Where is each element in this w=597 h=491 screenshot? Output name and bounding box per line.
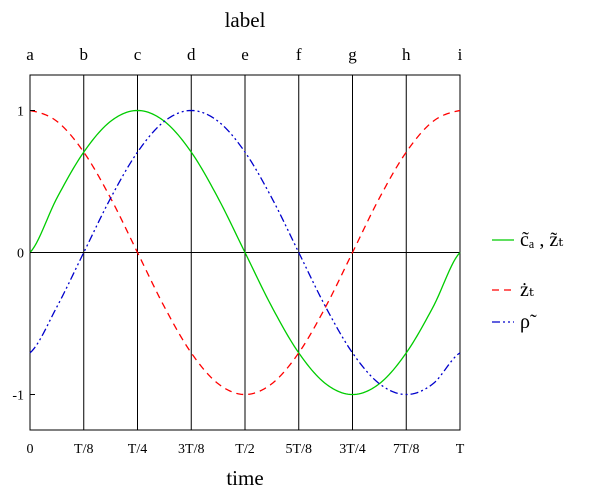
legend: c̃ₐ , z̃ₜ żₜ ρ̃ (492, 229, 563, 333)
x-tick-label: T/8 (74, 442, 93, 457)
legend-label: ρ̃ (520, 311, 537, 333)
x-tick-label: 0 (27, 442, 34, 457)
x-tick-labels: 0 T/8 T/4 3T/8 T/2 5T/8 3T/4 7T/8 T (27, 442, 465, 457)
top-tick-label: i (458, 45, 463, 64)
x-tick-label: 3T/8 (178, 442, 204, 457)
series-line-1 (29, 109, 461, 396)
x-tick-label: 5T/8 (286, 442, 312, 457)
y-tick-labels: -1 0 1 (12, 105, 35, 404)
x-tick-label: T/2 (235, 442, 254, 457)
legend-label: żₜ (520, 279, 534, 301)
top-tick-label: b (80, 45, 89, 64)
series-layer (29, 109, 461, 396)
y-tick-label: 0 (17, 247, 24, 262)
x-tick-label: T/4 (128, 442, 147, 457)
top-tick-label: g (348, 45, 357, 64)
chart-title: label (225, 8, 266, 32)
top-tick-label: e (241, 45, 249, 64)
top-tick-label: h (402, 45, 411, 64)
legend-label: c̃ₐ , z̃ₜ (520, 229, 563, 251)
y-tick-label: -1 (12, 389, 24, 404)
vertical-lines (83, 75, 407, 430)
top-tick-label: a (26, 45, 34, 64)
x-tick-label: 3T/4 (339, 442, 365, 457)
top-tick-label: f (296, 45, 302, 64)
series-line-3 (29, 109, 461, 396)
top-tick-label: d (187, 45, 196, 64)
x-tick-label: T (456, 442, 465, 457)
y-tick-label: 1 (17, 105, 24, 120)
x-axis-label: time (226, 466, 263, 490)
top-tick-labels: a b c d e f g h i (26, 45, 462, 64)
top-tick-label: c (134, 45, 142, 64)
x-tick-label: 7T/8 (393, 442, 419, 457)
